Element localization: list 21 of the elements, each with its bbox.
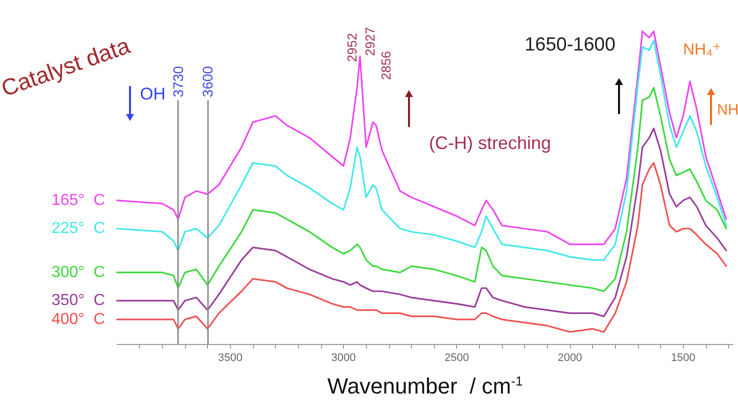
annotation: NH (717, 102, 738, 118)
x-tick-label: 3500 (218, 352, 242, 364)
annotation: (C-H) streching (428, 133, 552, 153)
series-label: 300° C (51, 264, 105, 281)
ref-line-label: 3730 (170, 66, 186, 98)
series-label: 350° C (51, 292, 105, 310)
series-label: 400° C (51, 310, 105, 328)
x-tick-label: 2000 (558, 352, 582, 364)
annotation: 2952 (344, 33, 360, 62)
x-tick-label: 2500 (444, 352, 469, 364)
annotation: 2856 (378, 51, 394, 80)
series-label: 165° C (51, 192, 105, 209)
text: Catalyst data (0, 32, 134, 102)
series-label: 225° C (51, 220, 105, 238)
annotation: 1650-1600 (524, 34, 616, 56)
annotation: OH (140, 84, 166, 104)
x-tick-label: 1500 (670, 352, 696, 364)
x-tick-label: 3000 (331, 352, 356, 364)
ref-line-label: 3600 (200, 66, 216, 98)
annotation: NH₄⁺ (683, 42, 722, 58)
annotation: 2927 (362, 27, 378, 56)
